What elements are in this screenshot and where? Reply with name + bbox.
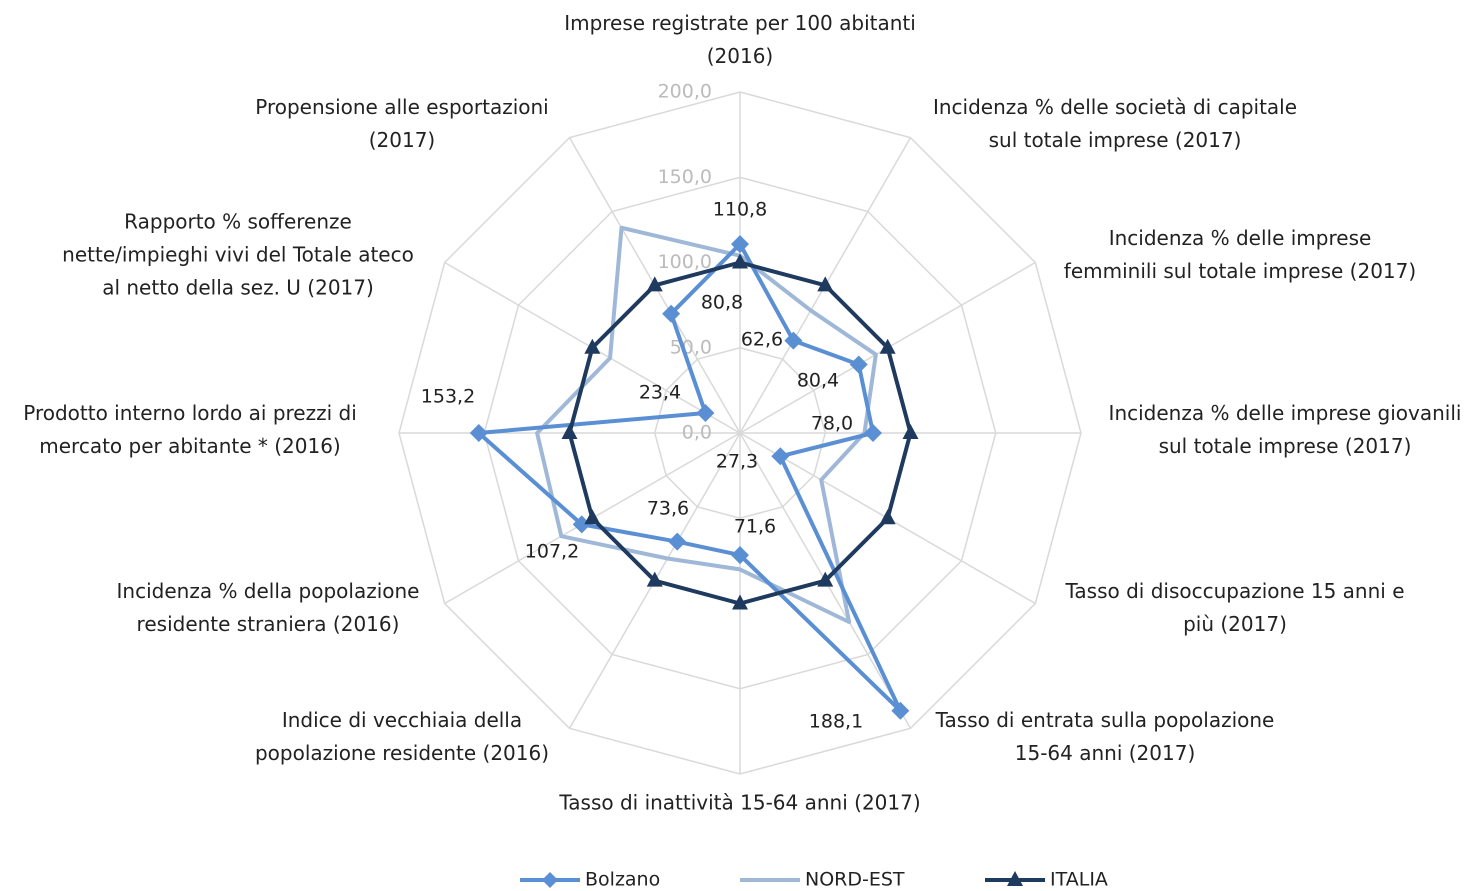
marker: [784, 331, 803, 350]
r-tick-label: 100,0: [658, 251, 712, 273]
data-label: 80,8: [701, 292, 743, 314]
legend-label: Bolzano: [585, 869, 660, 891]
category-label: Rapporto % sofferenze nette/impieghi viv…: [62, 209, 414, 300]
r-tick-label: 50,0: [670, 336, 712, 358]
marker: [731, 546, 749, 565]
marker: [879, 338, 896, 354]
data-label: 78,0: [811, 413, 853, 435]
marker: [732, 253, 748, 269]
marker: [902, 424, 919, 439]
category-label: Imprese registrate per 100 abitanti (201…: [564, 11, 916, 68]
marker: [584, 509, 601, 525]
r-tick-label: 200,0: [658, 81, 712, 103]
category-label: Tasso di disoccupazione 15 anni e più (2…: [1065, 579, 1405, 636]
marker: [668, 532, 687, 551]
data-label: 188,1: [809, 711, 863, 733]
marker: [696, 404, 715, 423]
data-label: 80,4: [797, 370, 839, 392]
r-tick-label: 0,0: [682, 422, 712, 444]
marker: [584, 338, 601, 354]
legend-label: ITALIA: [1050, 869, 1108, 891]
category-label: Indice di vecchiaia della popolazione re…: [254, 708, 550, 765]
legend-marker: [542, 872, 558, 888]
data-label: 110,8: [713, 199, 767, 221]
marker: [771, 447, 790, 466]
marker: [891, 701, 910, 720]
data-label: 107,2: [525, 541, 579, 563]
category-label: Propensione alle esportazioni (2017): [255, 95, 549, 152]
category-label: Incidenza % delle imprese giovanili sul …: [1108, 401, 1462, 458]
data-label: 73,6: [647, 498, 689, 520]
category-label: Prodotto interno lordo ai prezzi di merc…: [23, 401, 357, 458]
category-label: Incidenza % delle società di capitale su…: [932, 95, 1298, 152]
r-tick-label: 150,0: [658, 166, 712, 188]
marker: [646, 571, 663, 587]
marker: [817, 276, 834, 292]
marker: [469, 424, 488, 442]
series-line: [535, 225, 878, 625]
category-label: Tasso di entrata sulla popolazione 15-64…: [935, 708, 1275, 765]
marker: [879, 509, 896, 525]
category-label: Incidenza % della popolazione residente …: [116, 579, 420, 636]
marker: [731, 235, 749, 254]
marker: [646, 276, 663, 292]
marker: [817, 571, 834, 587]
marker: [572, 515, 591, 534]
data-label: 153,2: [421, 386, 475, 408]
marker: [561, 424, 578, 439]
marker: [849, 355, 868, 374]
data-label: 27,3: [716, 451, 758, 473]
series-line: [476, 242, 903, 713]
data-label: 62,6: [741, 329, 783, 351]
data-label: 71,6: [734, 516, 776, 538]
marker: [662, 304, 681, 323]
legend-label: NORD-EST: [805, 869, 905, 891]
category-label: Tasso di inattività 15-64 anni (2017): [559, 790, 921, 815]
data-label: 23,4: [639, 382, 681, 404]
category-label: Incidenza % delle imprese femminili sul …: [1063, 226, 1417, 283]
marker: [732, 594, 748, 610]
legend-marker: [1007, 871, 1023, 886]
marker: [863, 424, 882, 442]
